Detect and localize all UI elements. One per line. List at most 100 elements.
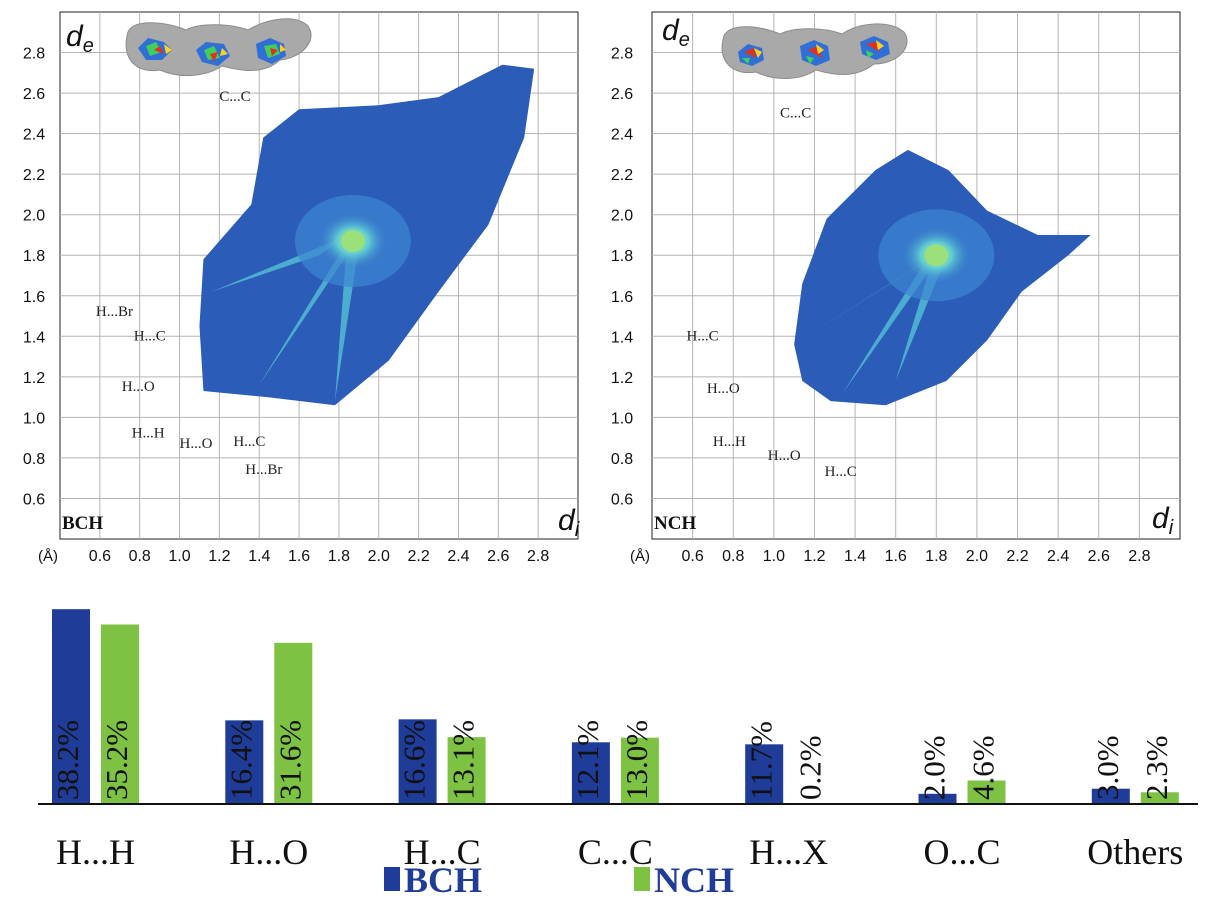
contact-patch [800, 40, 830, 66]
contact-patch [138, 38, 172, 60]
bar-nch [1140, 792, 1179, 804]
x-axis-symbol: di [1152, 502, 1174, 539]
legend: BCH NCH [384, 860, 734, 900]
fingerprint-cloud [794, 149, 1091, 406]
x-tick-label: 2.4 [1047, 548, 1069, 565]
x-tick-label: 2.8 [1128, 548, 1150, 565]
fingerprint-cloud [199, 64, 535, 406]
x-tick-label: 0.8 [722, 548, 744, 565]
bar-value-label: 31.6% [272, 720, 307, 800]
y-axis-symbol: de [662, 14, 690, 51]
bar-value-label: 4.6% [966, 735, 1001, 800]
y-tick-label: 1.8 [611, 248, 633, 265]
category-label: Others [1087, 832, 1183, 872]
x-tick-label: 2.0 [368, 548, 390, 565]
bar-bch [745, 744, 784, 804]
category-label: O...C [923, 832, 1000, 872]
y-tick-label: 2.8 [23, 46, 45, 63]
bar-value-label: 2.3% [1139, 735, 1174, 800]
y-tick-label: 2.0 [23, 208, 45, 225]
y-tick-label: 1.0 [23, 410, 45, 427]
y-tick-label: 2.4 [23, 127, 45, 144]
contact-patch [738, 44, 764, 66]
y-tick-label: 0.8 [611, 451, 633, 468]
x-tick-label: 1.6 [288, 548, 310, 565]
bar-bch [571, 742, 610, 804]
category-label: C...C [578, 832, 653, 872]
contact-annotation: H...O [707, 381, 740, 397]
y-tick-label: 2.0 [611, 208, 633, 225]
contact-patch [860, 36, 890, 60]
contact-annotation: H...Br [96, 304, 133, 320]
contact-annotation: H...O [768, 448, 801, 464]
bar-nch [274, 642, 313, 804]
density-core [924, 244, 949, 267]
contact-annotation: C...C [780, 105, 811, 121]
fingerprint-plot-bch: C...CH...BrH...CH...OH...HH...O H...CH...… [23, 11, 580, 565]
x-tick-label: 0.8 [129, 548, 151, 565]
bar-value-label: 16.6% [397, 720, 432, 800]
bar-value-label: 12.1% [570, 720, 605, 800]
contact-annotation: H...H [713, 434, 746, 450]
bar-series: 38.2% 35.2% 16.4% 31.6% 16.6% 13.1% 12.1% 13.0%… [50, 609, 1179, 804]
bar-bch [398, 719, 437, 804]
x-tick-label: 1.8 [328, 548, 350, 565]
y-tick-label: 1.0 [611, 410, 633, 427]
y-tick-label: 2.4 [611, 127, 633, 144]
y-axis-symbol: de [66, 20, 94, 57]
contact-annotations: C...C H...C H...O H...H H...O H...C [687, 105, 857, 480]
contact-annotation: H...O [122, 379, 155, 395]
contact-annotation: H...C [134, 328, 166, 344]
y-tick-label: 1.4 [23, 329, 45, 346]
bar-value-label: 16.4% [223, 720, 258, 800]
contact-annotation: H...C [825, 464, 857, 480]
x-tick-label: 1.8 [925, 548, 947, 565]
contact-spike [842, 255, 941, 394]
density-core [340, 230, 365, 253]
category-labels: H...H H...O H...C C...C H...X O...C Others [56, 832, 1183, 872]
contact-annotations: C...CH...BrH...CH...OH...HH...O H...CH...… [96, 89, 283, 478]
fingerprint-plot-nch: C...C H...C H...O H...H H...O H...C 0.6 0.8 1.0… [611, 11, 1181, 565]
contact-percentage-bar-chart: 38.2% 35.2% 16.4% 31.6% 16.6% 13.1% 12.1% 13.0%… [38, 609, 1198, 900]
contact-spike [211, 234, 349, 292]
x-tick-label: 1.4 [248, 548, 270, 565]
x-tick-label: 0.6 [681, 548, 703, 565]
category-label: H...H [56, 832, 135, 872]
y-tick-label: 1.2 [23, 370, 45, 387]
x-tick-label: 1.2 [803, 548, 825, 565]
y-tick-label: 2.8 [611, 46, 633, 63]
y-tick-label: 2.2 [611, 167, 633, 184]
bar-nch [101, 624, 139, 804]
y-axis-ticks: 0.6 0.8 1.0 1.2 1.4 1.6 1.8 2.0 2.2 2.4 2.6 2.8 [23, 46, 45, 509]
unit-label: (Å) [630, 548, 650, 565]
molecular-surface-image [125, 18, 312, 77]
x-tick-label: 1.6 [885, 548, 907, 565]
y-tick-label: 2.6 [23, 86, 45, 103]
bar-value-label: 38.2% [50, 720, 85, 800]
y-tick-label: 1.4 [611, 329, 633, 346]
x-axis-ticks: 0.6 0.8 1.0 1.2 1.4 1.6 1.8 2.0 2.2 2.4 2.6 2.8 [681, 548, 1150, 565]
contact-patch [196, 42, 230, 66]
category-label: H...O [229, 832, 308, 872]
plot-title: NCH [654, 513, 696, 534]
x-axis-ticks: 0.6 0.8 1.0 1.2 1.4 1.6 1.8 2.0 2.2 2.4 2.6 2.8 [89, 548, 550, 565]
y-tick-label: 2.2 [23, 167, 45, 184]
y-tick-label: 1.6 [611, 289, 633, 306]
x-tick-label: 1.0 [168, 548, 190, 565]
bar-value-label: 13.0% [619, 720, 654, 800]
bar-value-label: 3.0% [1090, 735, 1125, 800]
molecular-surface-image [721, 23, 908, 79]
x-tick-label: 2.8 [527, 548, 549, 565]
x-tick-label: 2.0 [966, 548, 988, 565]
y-tick-label: 0.6 [23, 491, 45, 508]
legend-label-bch: BCH [404, 860, 482, 900]
plot-title: BCH [62, 513, 103, 534]
legend-label-nch: NCH [654, 860, 734, 900]
x-tick-label: 2.2 [1006, 548, 1028, 565]
x-tick-label: 2.6 [487, 548, 509, 565]
contact-annotation: H...Br [245, 462, 282, 478]
bar-nch [967, 780, 1006, 804]
bar-bch [1091, 788, 1130, 804]
bar-value-label: 11.7% [743, 721, 778, 800]
